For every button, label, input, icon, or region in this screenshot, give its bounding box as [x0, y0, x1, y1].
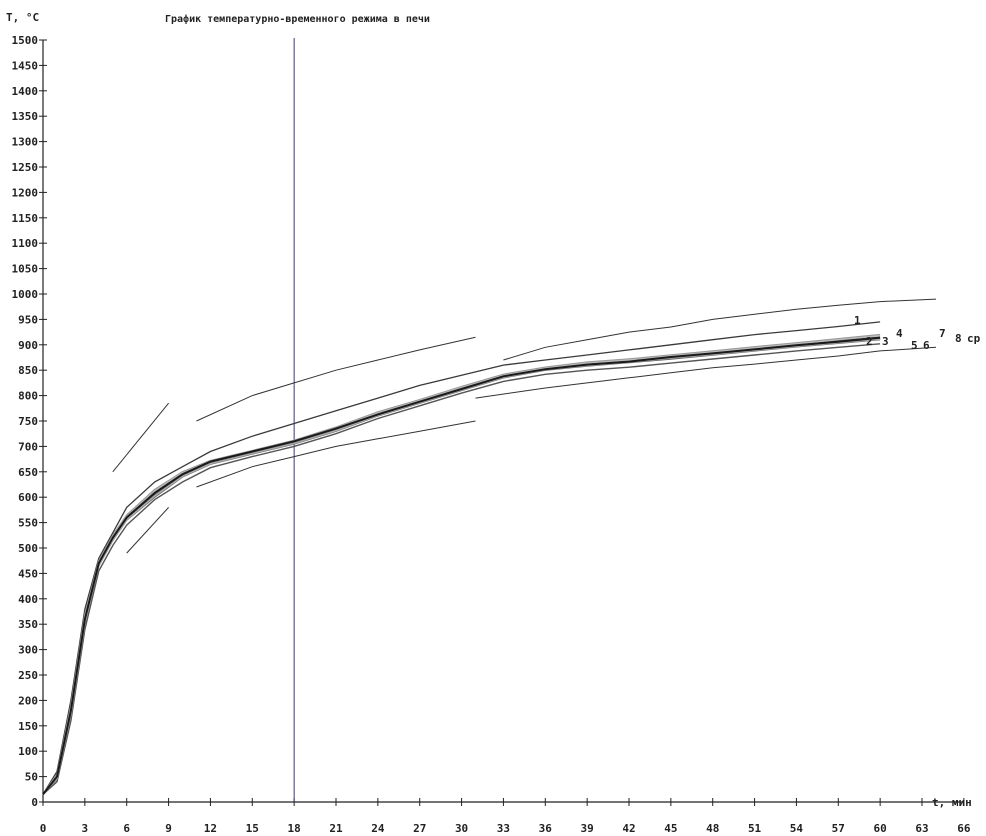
y-tick-label: 900 — [18, 339, 38, 352]
x-tick-label: 63 — [915, 822, 928, 835]
envelope-line — [197, 337, 476, 421]
x-tick-label: 9 — [165, 822, 172, 835]
y-tick-label: 150 — [18, 720, 38, 733]
y-tick-label: 350 — [18, 618, 38, 631]
y-tick-label: 1200 — [12, 186, 39, 199]
y-tick-label: 450 — [18, 567, 38, 580]
series-label: 1 — [854, 314, 861, 327]
y-tick-label: 950 — [18, 313, 38, 326]
y-tick-label: 1350 — [12, 110, 39, 123]
x-tick-label: 54 — [790, 822, 804, 835]
y-tick-label: 1150 — [12, 212, 39, 225]
y-tick-label: 650 — [18, 466, 38, 479]
y-tick-label: 400 — [18, 593, 38, 606]
x-tick-label: 27 — [413, 822, 426, 835]
x-tick-label: 33 — [497, 822, 510, 835]
envelope-line — [113, 403, 169, 472]
series-label: 8 — [955, 332, 962, 345]
series-label: 3 — [882, 335, 889, 348]
x-tick-label: 36 — [539, 822, 553, 835]
y-tick-label: 1450 — [12, 59, 39, 72]
x-tick-label: 6 — [123, 822, 130, 835]
y-tick-label: 1250 — [12, 161, 39, 174]
x-tick-label: 0 — [40, 822, 47, 835]
y-tick-label: 1000 — [12, 288, 39, 301]
series-line — [43, 339, 880, 795]
y-tick-label: 700 — [18, 440, 38, 453]
series-label: 7 — [939, 327, 946, 340]
y-tick-label: 550 — [18, 517, 38, 530]
y-tick-label: 1300 — [12, 136, 39, 149]
series-line — [43, 338, 880, 795]
series-line — [43, 344, 880, 795]
x-tick-label: 51 — [748, 822, 762, 835]
y-tick-label: 50 — [25, 771, 38, 784]
envelope-curves — [113, 299, 936, 553]
y-tick-label: 1050 — [12, 263, 39, 276]
y-tick-label: 100 — [18, 745, 38, 758]
x-tick-label: 12 — [204, 822, 217, 835]
y-tick-label: 600 — [18, 491, 38, 504]
y-tick-label: 1100 — [12, 237, 39, 250]
x-tick-label: 18 — [288, 822, 301, 835]
x-tick-label: 30 — [455, 822, 468, 835]
series-labels: 12 345 67 8 ср — [854, 314, 981, 352]
series-lines — [43, 322, 880, 795]
x-tick-label: 45 — [664, 822, 677, 835]
x-tick-label: 15 — [246, 822, 259, 835]
y-tick-label: 1500 — [12, 34, 39, 47]
series-label: 4 — [896, 327, 903, 340]
y-tick-label: 1400 — [12, 85, 39, 98]
x-tick-label: 21 — [329, 822, 343, 835]
series-line — [43, 340, 880, 795]
x-tick-label: 39 — [581, 822, 594, 835]
y-tick-label: 850 — [18, 364, 38, 377]
x-tick-label: 24 — [371, 822, 385, 835]
y-tick-label: 0 — [31, 796, 38, 809]
series-line — [43, 336, 880, 795]
y-axis-label: T, °C — [6, 11, 39, 24]
x-tick-label: 60 — [874, 822, 887, 835]
axes: 0501001502002503003504004505005506006507… — [12, 34, 971, 835]
x-tick-label: 42 — [622, 822, 635, 835]
chart-title: График температурно-временного режима в … — [165, 13, 430, 25]
y-tick-label: 750 — [18, 415, 38, 428]
x-tick-label: 57 — [832, 822, 845, 835]
y-tick-label: 300 — [18, 644, 38, 657]
series-label: 2 — [866, 335, 873, 348]
series-line — [43, 339, 880, 794]
series-line — [43, 337, 880, 794]
y-tick-label: 500 — [18, 542, 38, 555]
series-label: 5 — [911, 339, 918, 352]
y-tick-label: 250 — [18, 669, 38, 682]
x-tick-label: 3 — [82, 822, 89, 835]
y-tick-label: 800 — [18, 390, 38, 403]
series-label: 6 — [923, 339, 930, 352]
x-tick-label: 48 — [706, 822, 719, 835]
x-tick-label: 66 — [957, 822, 971, 835]
y-tick-label: 200 — [18, 694, 38, 707]
series-label: ср — [967, 332, 981, 345]
